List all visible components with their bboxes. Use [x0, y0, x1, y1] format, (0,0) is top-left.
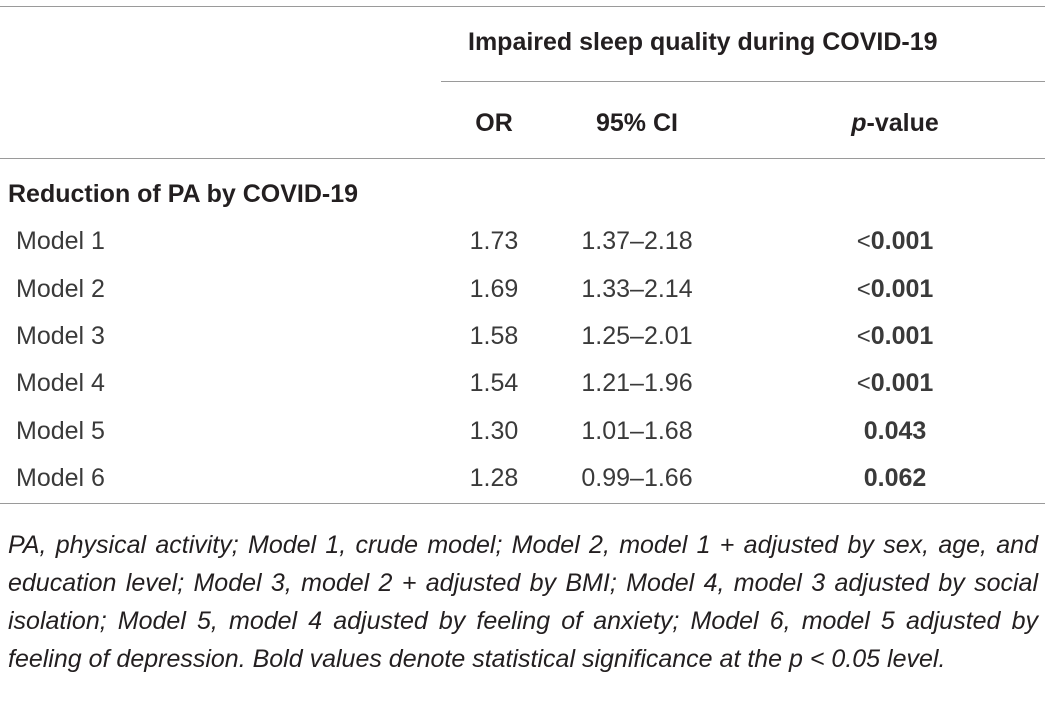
less-than-sign: <: [856, 323, 871, 350]
row-model: Model 3: [16, 322, 105, 350]
row-p-value: 0.062: [800, 466, 990, 491]
less-than-sign: <: [856, 228, 871, 255]
p-number: 0.062: [863, 464, 927, 492]
p-number: 0.001: [870, 227, 934, 255]
row-model: Model 5: [16, 417, 105, 445]
p-number: 0.001: [870, 322, 934, 350]
row-or: 1.54: [469, 369, 519, 397]
row-or: 1.30: [469, 417, 519, 445]
row-p-value: <0.001: [800, 371, 990, 396]
less-than-sign: <: [856, 276, 871, 303]
table-bottom-rule: [0, 503, 1045, 504]
p-italic: p: [851, 109, 867, 137]
row-ci: 1.37–2.18: [581, 227, 693, 255]
column-header-p-value: p-value: [800, 111, 990, 136]
row-ci: 0.99–1.66: [581, 464, 693, 492]
section-label: Reduction of PA by COVID-19: [8, 180, 359, 208]
row-model: Model 4: [16, 369, 105, 397]
row-or: 1.28: [469, 464, 519, 492]
row-ci: 1.25–2.01: [581, 322, 693, 350]
less-than-sign: <: [856, 370, 871, 397]
row-p-value: <0.001: [800, 324, 990, 349]
p-rest: -value: [866, 109, 939, 137]
row-p-value: 0.043: [800, 419, 990, 444]
table-footnote: PA, physical activity; Model 1, crude mo…: [8, 531, 1038, 673]
p-number: 0.001: [870, 275, 934, 303]
row-p-value: <0.001: [800, 229, 990, 254]
group-header-rule: [441, 81, 1045, 82]
row-or: 1.73: [469, 227, 519, 255]
row-model: Model 1: [16, 227, 105, 255]
group-header: Impaired sleep quality during COVID-19: [468, 28, 938, 56]
row-or: 1.69: [469, 275, 519, 303]
p-number: 0.001: [870, 369, 934, 397]
row-model: Model 6: [16, 464, 105, 492]
column-header-ci: 95% CI: [596, 109, 678, 137]
row-ci: 1.01–1.68: [581, 417, 693, 445]
table-top-rule: [0, 6, 1045, 7]
row-p-value: <0.001: [800, 277, 990, 302]
p-number: 0.043: [863, 417, 927, 445]
row-model: Model 2: [16, 275, 105, 303]
row-ci: 1.33–2.14: [581, 275, 693, 303]
row-ci: 1.21–1.96: [581, 369, 693, 397]
row-or: 1.58: [469, 322, 519, 350]
column-header-or: OR: [475, 109, 513, 137]
column-header-rule: [0, 158, 1045, 159]
